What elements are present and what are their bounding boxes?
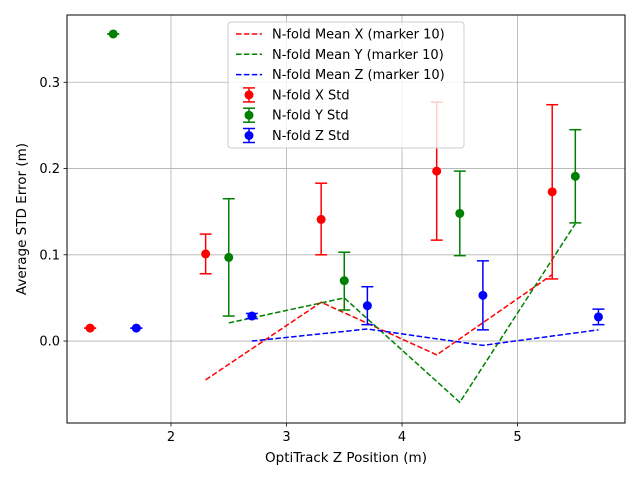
x-tick-label: 5 — [513, 430, 521, 445]
data-point — [362, 301, 372, 311]
data-point — [316, 214, 326, 224]
data-point — [201, 249, 211, 259]
errorbar-series-3 — [130, 260, 605, 333]
legend-marker — [244, 110, 254, 120]
axis-ticks: 2 3 4 5 0.0 0.1 0.2 0.3 — [39, 76, 521, 445]
data-point — [85, 323, 95, 333]
mean-line-2 — [228, 223, 576, 404]
data-point — [224, 252, 234, 262]
x-axis-title: OptiTrack Z Position (m) — [265, 450, 427, 466]
legend-box — [227, 21, 465, 149]
legend-label: N-fold X Std — [272, 88, 350, 103]
legend-marker — [244, 131, 254, 140]
data-point — [432, 166, 442, 176]
data-point — [247, 311, 257, 321]
y-tick-label: 0.2 — [39, 162, 60, 177]
data-point — [108, 29, 118, 39]
legend-marker — [244, 90, 254, 100]
plot-frame — [66, 14, 626, 424]
legend: N-fold Mean X (marker 10) N-fold Mean Y (… — [227, 21, 465, 149]
data-point — [455, 208, 465, 218]
y-axis-title: Average STD Error (m) — [14, 143, 30, 295]
data-point — [593, 312, 603, 322]
mean-line-1 — [205, 274, 553, 381]
data-point — [570, 171, 580, 181]
x-tick-label: 4 — [398, 430, 406, 445]
legend-label: N-fold Mean Z (marker 10) — [272, 68, 445, 83]
data-point — [131, 323, 141, 333]
x-tick-label: 3 — [282, 430, 290, 445]
data-point — [339, 276, 349, 286]
legend-label: N-fold Z Std — [272, 129, 350, 144]
legend-label: N-fold Mean Y (marker 10) — [272, 48, 444, 63]
legend-label: N-fold Mean X (marker 10) — [272, 28, 445, 43]
legend-label: N-fold Y Std — [272, 109, 349, 124]
y-tick-label: 0.3 — [39, 76, 60, 91]
data-point — [478, 290, 488, 300]
x-tick-label: 2 — [167, 430, 175, 445]
y-tick-label: 0.1 — [39, 248, 60, 263]
data-point — [547, 187, 557, 197]
mean-line-3 — [251, 328, 599, 347]
plot-series — [84, 29, 605, 404]
y-tick-label: 0.0 — [39, 335, 60, 350]
errorbar-series-2 — [107, 29, 582, 317]
